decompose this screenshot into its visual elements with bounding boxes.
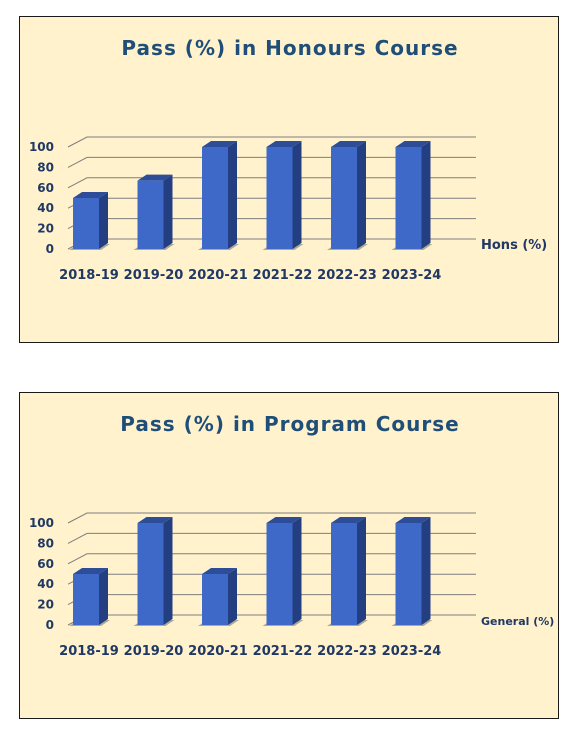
bar-top — [266, 141, 302, 147]
bar-front — [137, 180, 164, 249]
bar-top — [202, 141, 237, 147]
bar-front — [266, 147, 293, 249]
bar-side — [421, 517, 431, 625]
bar — [391, 517, 433, 626]
bar — [262, 517, 304, 626]
chart-plot-area: 0 20 40 60 80 100 2018-19 2019-20 2020-21 2021-22… — [29, 512, 476, 659]
y-tick-label: 0 — [46, 618, 54, 632]
chart-title: Pass (%) in Honours Course — [121, 36, 458, 60]
bar-front — [266, 523, 293, 625]
y-tick-label: 100 — [29, 140, 54, 154]
bar-front — [202, 574, 228, 625]
bar-top — [395, 517, 431, 523]
series-label: Hons (%) — [481, 238, 547, 253]
bar-front — [137, 523, 164, 625]
x-tick-label: 2019-20 — [124, 644, 184, 659]
bar-top — [331, 141, 366, 147]
bar-side — [421, 141, 431, 249]
bar-top — [137, 517, 173, 523]
bar-top — [395, 141, 431, 147]
y-tick-label: 60 — [37, 181, 54, 195]
bar — [327, 517, 368, 626]
program-chart: 0 20 40 60 80 100 2018-19 2019-20 2020-21 2021-22… — [29, 412, 554, 659]
bar-front — [331, 147, 357, 249]
bar — [133, 517, 175, 626]
bar-front — [202, 147, 228, 249]
bar-side — [228, 568, 237, 625]
x-tick-label: 2023-24 — [382, 644, 442, 659]
bar-top — [266, 517, 302, 523]
bar-front — [395, 147, 422, 249]
y-tick-label: 0 — [46, 242, 54, 256]
bar-top — [137, 174, 173, 181]
x-tick-label: 2019-20 — [124, 268, 184, 283]
y-tick-label: 80 — [37, 536, 54, 550]
bar-front — [395, 523, 422, 625]
gridline — [67, 136, 476, 148]
bar-side — [163, 174, 173, 249]
y-tick-label: 80 — [37, 160, 54, 174]
bar-side — [292, 517, 302, 625]
y-tick-label: 60 — [37, 557, 54, 571]
x-tick-label: 2020-21 — [188, 268, 248, 283]
y-tick-label: 40 — [37, 577, 54, 591]
bar-side — [228, 141, 237, 249]
bar-side — [99, 192, 108, 249]
bar-side — [163, 517, 173, 625]
bar — [69, 568, 110, 626]
chart-plot-area: 0 20 40 60 80 100 2018-19 2019-20 2020-21 2021-22… — [29, 136, 476, 283]
bar-front — [331, 523, 357, 625]
bar-side — [99, 568, 108, 625]
bar-top — [202, 568, 237, 574]
bar-top — [73, 192, 108, 198]
bar — [198, 568, 239, 626]
chart-title: Pass (%) in Program Course — [120, 412, 459, 436]
bar — [327, 141, 368, 250]
program-chart-panel: 0 20 40 60 80 100 2018-19 2019-20 2020-21 2021-22… — [19, 392, 559, 719]
bar — [133, 174, 175, 250]
y-tick-label: 20 — [37, 598, 54, 612]
bar-side — [357, 141, 366, 249]
bar — [391, 141, 433, 250]
x-tick-label: 2021-22 — [253, 644, 313, 659]
bar-top — [73, 568, 108, 574]
x-tick-label: 2021-22 — [253, 268, 313, 283]
bar-front — [73, 198, 99, 249]
series-label: General (%) — [481, 615, 554, 628]
x-tick-label: 2022-23 — [317, 644, 377, 659]
y-tick-label: 100 — [29, 516, 54, 530]
bar-side — [357, 517, 366, 625]
bar-top — [331, 517, 366, 523]
bar-front — [73, 574, 99, 625]
gridline — [67, 512, 476, 524]
x-tick-label: 2018-19 — [59, 644, 119, 659]
x-tick-label: 2022-23 — [317, 268, 377, 283]
x-tick-label: 2018-19 — [59, 268, 119, 283]
bar — [198, 141, 239, 250]
honours-chart: 0 20 40 60 80 100 2018-19 2019-20 2020-21 2021-22… — [29, 36, 547, 283]
y-tick-label: 20 — [37, 222, 54, 236]
bar — [262, 141, 304, 250]
y-tick-label: 40 — [37, 201, 54, 215]
honours-chart-panel: 0 20 40 60 80 100 2018-19 2019-20 2020-21 2021-22… — [19, 16, 559, 343]
x-tick-label: 2023-24 — [382, 268, 442, 283]
x-tick-label: 2020-21 — [188, 644, 248, 659]
bar — [69, 192, 110, 250]
bar-side — [292, 141, 302, 249]
